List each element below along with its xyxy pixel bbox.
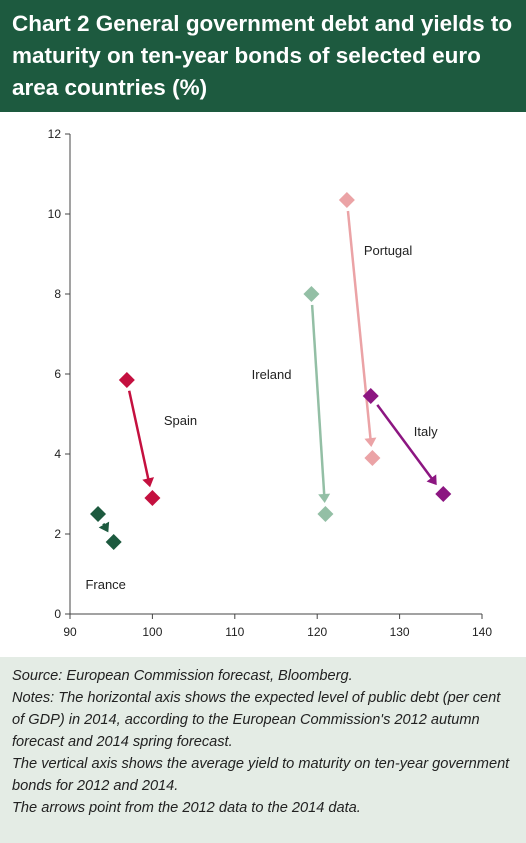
x-tick-label: 100	[142, 625, 162, 639]
notes-box: Source: European Commission forecast, Bl…	[0, 657, 526, 843]
france-label: France	[85, 577, 125, 592]
spain-label: Spain	[164, 413, 197, 428]
notes-line-3: The arrows point from the 2012 data to t…	[12, 800, 361, 816]
portugal-label: Portugal	[364, 243, 413, 258]
ireland-arrow-line	[310, 304, 326, 498]
x-tick-label: 130	[390, 625, 410, 639]
spain-arrow-line	[127, 390, 151, 482]
spain-arrow-head	[142, 477, 155, 488]
italy-arrow-head	[426, 474, 437, 486]
spain-point-2012	[118, 372, 135, 388]
source-note: Source: European Commission forecast, Bl…	[12, 668, 353, 684]
x-tick-label: 140	[472, 625, 492, 639]
chart-title: Chart 2 General government debt and yiel…	[12, 11, 513, 100]
y-tick-label: 4	[54, 447, 61, 461]
x-tick-label: 90	[63, 625, 77, 639]
y-tick-label: 12	[48, 127, 62, 141]
y-tick-label: 8	[54, 287, 61, 301]
plot-area: 0 2 4 6 8 10 12 90 100 110 120 130 140 France Spain Ire…	[0, 112, 526, 657]
y-tick-label: 6	[54, 367, 61, 381]
notes-line-2: The vertical axis shows the average yiel…	[12, 756, 510, 794]
italy-point-2012	[362, 388, 379, 404]
portugal-arrow-head	[364, 437, 377, 448]
portugal-point-2012	[338, 192, 355, 208]
spain-point-2014	[144, 490, 161, 506]
italy-point-2014	[435, 486, 452, 502]
france-point-2014	[105, 534, 122, 550]
y-tick-label: 0	[54, 607, 61, 621]
scatter-plot: 0 2 4 6 8 10 12 90 100 110 120 130 140 France Spain Ire…	[48, 127, 493, 639]
y-tick-label: 2	[54, 527, 61, 541]
portugal-arrow-line	[346, 210, 372, 442]
x-tick-label: 120	[307, 625, 327, 639]
france-point-2012	[90, 506, 107, 522]
ireland-label: Ireland	[252, 367, 292, 382]
y-tick-label: 10	[48, 207, 62, 221]
title-banner: Chart 2 General government debt and yiel…	[0, 0, 526, 112]
ireland-arrow-head	[318, 493, 331, 504]
portugal-point-2014	[364, 450, 381, 466]
ireland-point-2014	[317, 506, 334, 522]
x-tick-label: 110	[225, 625, 244, 639]
ireland-point-2012	[303, 286, 320, 302]
france-arrow-head	[98, 521, 110, 533]
italy-arrow-line	[376, 404, 435, 482]
notes-line-1: Notes: The horizontal axis shows the exp…	[12, 690, 501, 750]
italy-label: Italy	[414, 424, 438, 439]
